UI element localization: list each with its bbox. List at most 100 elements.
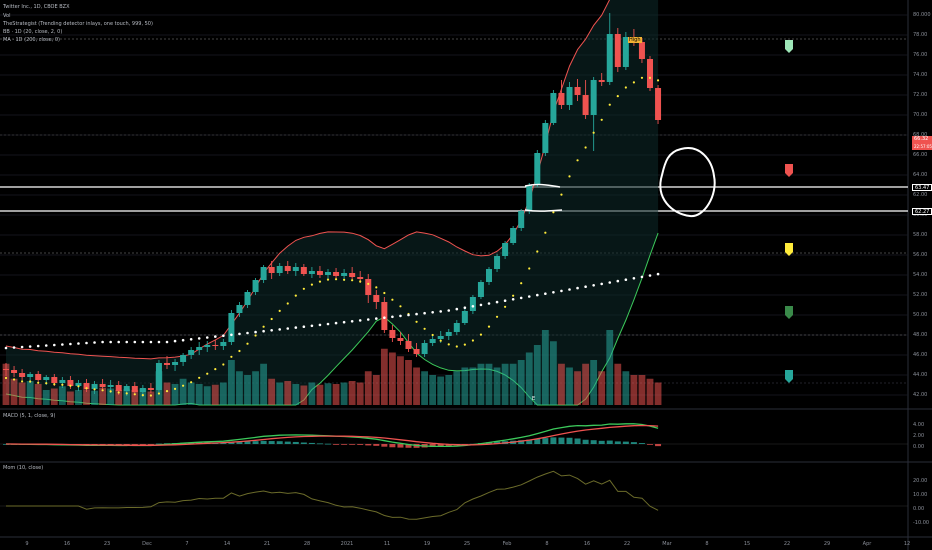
price-tick-label: 58.00 [913,232,928,238]
macd-histogram-bar [131,444,138,445]
sma-dot [214,368,217,371]
time-tick-label: 12 [903,541,911,547]
volume-bar [517,360,525,405]
sma-dot [190,381,193,384]
sma-dot [133,393,136,396]
volume-bar [461,367,469,405]
price-tick-label: 60.00 [913,212,927,218]
sma-dot [165,390,169,393]
candle-body [99,384,106,387]
level-label-upper: 63.47 [912,184,932,191]
macd-histogram-bar [647,444,653,445]
candle-body [107,385,114,387]
ma-dot [455,307,459,311]
sma-dot [326,278,330,281]
candle-body [614,34,621,67]
volume-bar [614,363,622,405]
candle-body [341,273,348,276]
ma-dot [125,340,129,344]
macd-histogram-bar [582,439,589,444]
price-tick-label: 54.00 [913,272,928,278]
sma-dot [367,282,370,285]
macd-histogram-bar [574,438,581,444]
ma-dot [222,334,225,338]
sma-dot [479,333,483,336]
sma-dot [423,327,426,330]
volume-bar [195,384,203,405]
sma-dot [447,343,450,346]
macd-histogram-bar [526,439,533,444]
volume-bar [582,363,589,405]
volume-bar [91,390,98,405]
macd-histogram-bar [550,437,557,444]
sma-dot [504,305,507,308]
volume-bar [453,371,461,405]
ma-dot [117,340,120,344]
sma-dot [246,342,249,345]
ma-dot [536,293,539,297]
candle-body [349,273,356,277]
symbol-legend: Twitter Inc., 1D, CBOE BZX [3,4,70,10]
ma-dot [77,342,80,345]
candle-body [566,87,573,105]
ma-dot [28,345,32,348]
volume-bar [42,390,50,405]
indicator-legend-vol: Vol [3,13,11,19]
sma-dot [21,380,24,383]
sma-dot [238,349,241,353]
mom-legend: Mom (10, close) [3,465,44,471]
ma-dot [471,305,475,308]
macd-histogram-bar [534,438,541,444]
candle-body [11,370,18,373]
price-tick-label: 80.000 [913,12,931,18]
time-tick-label: 25 [463,541,471,547]
volume-bar [477,363,485,405]
level-marker-icon [785,40,793,53]
macd-histogram-bar [333,444,340,445]
sma-dot [37,381,40,384]
candle-body [204,345,211,347]
volume-bar [131,390,139,405]
ma-dot [270,329,273,332]
candle-body [647,59,653,88]
volume-bar [437,376,445,405]
candle-body [373,295,380,302]
ma-dot [632,277,636,280]
ma-dot [552,291,555,294]
candle-body [276,266,283,273]
ma-dot [262,329,265,333]
sma-dot [93,388,96,391]
volume-bar [203,386,211,405]
macd-histogram-bar [486,442,492,444]
candle-body [333,272,340,276]
time-tick-label: 29 [823,541,831,547]
ma-dot [318,323,322,327]
sma-dot [109,390,112,393]
volume-bar [501,363,509,405]
ma-dot [310,324,314,328]
volume-bar [308,382,316,405]
volume-bar [509,363,517,405]
volume-bar [292,384,300,405]
ma-dot [61,343,64,346]
level-marker-icon [785,370,793,383]
volume-bar [525,352,533,405]
price-tick-label: 56.00 [913,252,928,258]
sma-dot [495,315,499,318]
sma-dot [45,382,48,385]
ma-dot [230,333,233,337]
sma-dot [656,79,660,82]
volume-bar [58,386,66,405]
price-tick-label: 52.00 [913,292,928,298]
candle-body [494,256,501,269]
macd-histogram-bar [437,444,444,447]
ma-dot [197,337,201,340]
candle-body [582,95,589,115]
candle-body [308,271,315,274]
price-tick-label: 76.00 [913,52,928,58]
volume-bar [606,330,614,405]
ma-dot [648,274,652,277]
ma-dot [568,288,571,291]
candle-body [486,269,492,282]
